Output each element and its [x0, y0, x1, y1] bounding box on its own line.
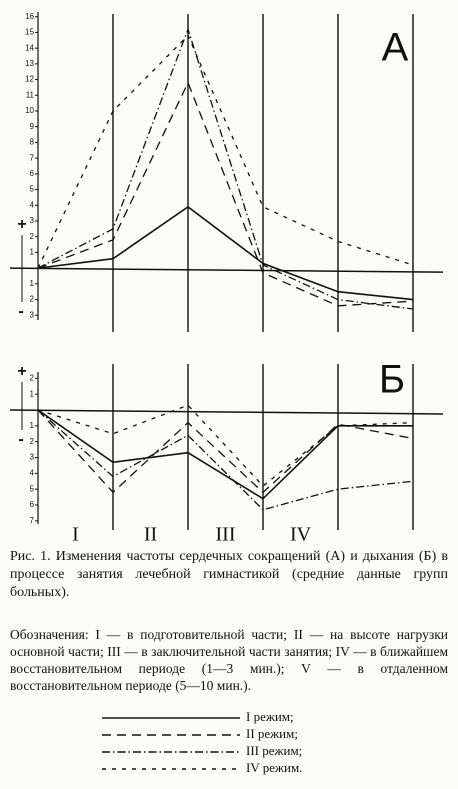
y-tick-label: 3	[30, 216, 35, 225]
series-line	[37, 34, 414, 269]
y-tick-label: 4	[30, 468, 35, 477]
series-line	[37, 81, 414, 307]
y-tick-label: 3	[30, 453, 35, 462]
y-tick-label: 2	[30, 437, 35, 446]
period-label: I	[72, 524, 79, 546]
panel-title: А	[382, 26, 409, 70]
legend-label: II режим;	[246, 726, 298, 741]
y-tick-label: 12	[25, 75, 34, 84]
series-line	[37, 205, 414, 301]
zero-line	[9, 267, 444, 273]
y-tick-label: 15	[25, 28, 34, 37]
series-line	[37, 27, 414, 310]
caption: Рис. 1. Изменения частоты сердечных сокр…	[10, 549, 448, 600]
axis-sign: +	[17, 363, 26, 380]
y-tick-label: 13	[25, 59, 34, 68]
period-label: III	[216, 524, 236, 546]
y-tick-label: 1	[30, 421, 35, 430]
legend-label: IV режим.	[246, 760, 302, 775]
series-line	[37, 409, 413, 500]
y-tick-label: 4	[30, 200, 35, 209]
axis-sign: +	[17, 216, 26, 233]
y-tick-label: 5	[30, 484, 35, 493]
y-tick-label: 14	[25, 43, 34, 52]
y-tick-label: 2	[30, 373, 35, 382]
y-tick-label: 7	[30, 153, 35, 162]
notes: Обозначения: I — в подготовительной част…	[10, 627, 448, 693]
legend-label: III режим;	[246, 743, 302, 758]
series-line	[37, 404, 414, 487]
legend-label: I режим;	[246, 709, 294, 724]
period-label: IV	[290, 524, 312, 546]
y-tick-label: 10	[25, 106, 34, 115]
y-tick-label: 5	[30, 185, 35, 194]
y-tick-label: 16	[25, 12, 34, 21]
panel-title: Б	[379, 358, 405, 402]
y-tick-label: 6	[30, 169, 35, 178]
y-tick-label: 2	[30, 295, 35, 304]
y-tick-label: 1	[30, 248, 35, 257]
y-tick-label: 11	[26, 90, 35, 99]
axis-sign: -	[18, 303, 23, 320]
y-tick-label: 8	[30, 138, 35, 147]
y-tick-label: 2	[30, 232, 35, 241]
period-label: II	[144, 524, 157, 546]
y-tick-label: 9	[30, 122, 35, 131]
series-line	[37, 409, 414, 511]
y-tick-label: 1	[30, 389, 35, 398]
y-tick-label: 1	[30, 279, 35, 288]
zero-line	[9, 409, 444, 415]
series-line	[37, 409, 414, 494]
y-tick-label: 7	[30, 516, 35, 525]
y-tick-label: 3	[30, 310, 35, 319]
axis-sign: -	[18, 431, 23, 448]
y-tick-label: 6	[30, 500, 35, 509]
